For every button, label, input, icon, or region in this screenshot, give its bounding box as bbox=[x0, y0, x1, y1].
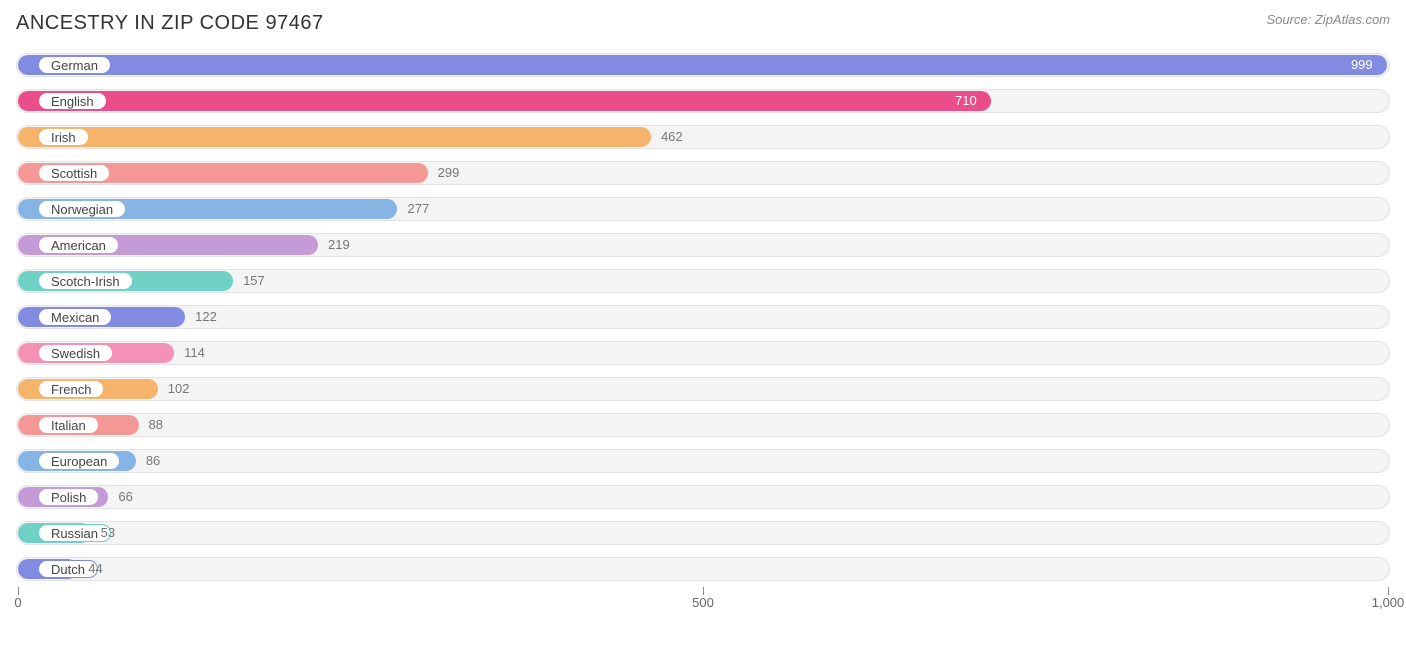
bar-track bbox=[16, 377, 1390, 401]
bar-value: 157 bbox=[243, 269, 265, 293]
bar-value: 86 bbox=[146, 449, 160, 473]
axis-tick-label: 1,000 bbox=[1372, 595, 1405, 610]
axis-tick bbox=[18, 587, 19, 595]
bar-row: Dutch44 bbox=[16, 557, 1390, 581]
bar-value: 66 bbox=[118, 485, 132, 509]
bar-chart: German 999 English 710 Irish 462 Scottish 299 No… bbox=[16, 53, 1390, 639]
axis-tick-label: 0 bbox=[14, 595, 21, 610]
bar-track bbox=[16, 521, 1390, 545]
axis-tick bbox=[1388, 587, 1389, 595]
bar-label: American bbox=[38, 236, 119, 254]
bar-row: Scottish 299 bbox=[16, 161, 1390, 185]
bar-row: German 999 bbox=[16, 53, 1390, 77]
bar bbox=[18, 127, 651, 147]
bar-row: Polish 66 bbox=[16, 485, 1390, 509]
bar-label: English bbox=[38, 92, 107, 110]
chart-title: ANCESTRY IN ZIP CODE 97467 bbox=[16, 12, 324, 35]
bar-value: 53 bbox=[101, 521, 115, 545]
bar-track bbox=[16, 449, 1390, 473]
bar bbox=[18, 55, 1387, 75]
bar-label: Mexican bbox=[38, 308, 112, 326]
bar-value: 999 bbox=[1351, 53, 1387, 77]
bar-label: Norwegian bbox=[38, 200, 126, 218]
bar-row: Scotch-Irish 157 bbox=[16, 269, 1390, 293]
bar-value: 102 bbox=[168, 377, 190, 401]
bar-value: 219 bbox=[328, 233, 350, 257]
bar-row: Irish 462 bbox=[16, 125, 1390, 149]
bar-label: Polish bbox=[38, 488, 99, 506]
chart-source: Source: ZipAtlas.com bbox=[1266, 12, 1390, 27]
bar-row: Italian 88 bbox=[16, 413, 1390, 437]
bar-track bbox=[16, 341, 1390, 365]
bar-label: French bbox=[38, 380, 104, 398]
bar-row: American 219 bbox=[16, 233, 1390, 257]
bar-value: 114 bbox=[184, 341, 205, 365]
bar-value: 710 bbox=[955, 89, 991, 113]
bar-track bbox=[16, 485, 1390, 509]
bar-label: European bbox=[38, 452, 120, 470]
bar-value: 299 bbox=[438, 161, 460, 185]
bar-track bbox=[16, 305, 1390, 329]
bar-value: 122 bbox=[195, 305, 217, 329]
bar-label: Scotch-Irish bbox=[38, 272, 133, 290]
bar-row: French 102 bbox=[16, 377, 1390, 401]
bar-value: 88 bbox=[149, 413, 163, 437]
bar-label: German bbox=[38, 56, 111, 74]
bar-value: 44 bbox=[88, 557, 102, 581]
bar-row: Russian53 bbox=[16, 521, 1390, 545]
bar-value: 462 bbox=[661, 125, 683, 149]
bar bbox=[18, 91, 991, 111]
header: ANCESTRY IN ZIP CODE 97467 Source: ZipAt… bbox=[16, 12, 1390, 35]
bar-row: Swedish 114 bbox=[16, 341, 1390, 365]
bar-row: Mexican 122 bbox=[16, 305, 1390, 329]
bar-label: Scottish bbox=[38, 164, 110, 182]
bar-track bbox=[16, 557, 1390, 581]
x-axis: 05001,000 bbox=[16, 587, 1390, 611]
bar-label: Swedish bbox=[38, 344, 113, 362]
bar-value: 277 bbox=[407, 197, 429, 221]
axis-tick-label: 500 bbox=[692, 595, 714, 610]
bar-row: English 710 bbox=[16, 89, 1390, 113]
bar-label: Italian bbox=[38, 416, 99, 434]
bar-track bbox=[16, 413, 1390, 437]
axis-tick bbox=[703, 587, 704, 595]
bar-row: European 86 bbox=[16, 449, 1390, 473]
bar-label: Irish bbox=[38, 128, 89, 146]
bar-row: Norwegian 277 bbox=[16, 197, 1390, 221]
